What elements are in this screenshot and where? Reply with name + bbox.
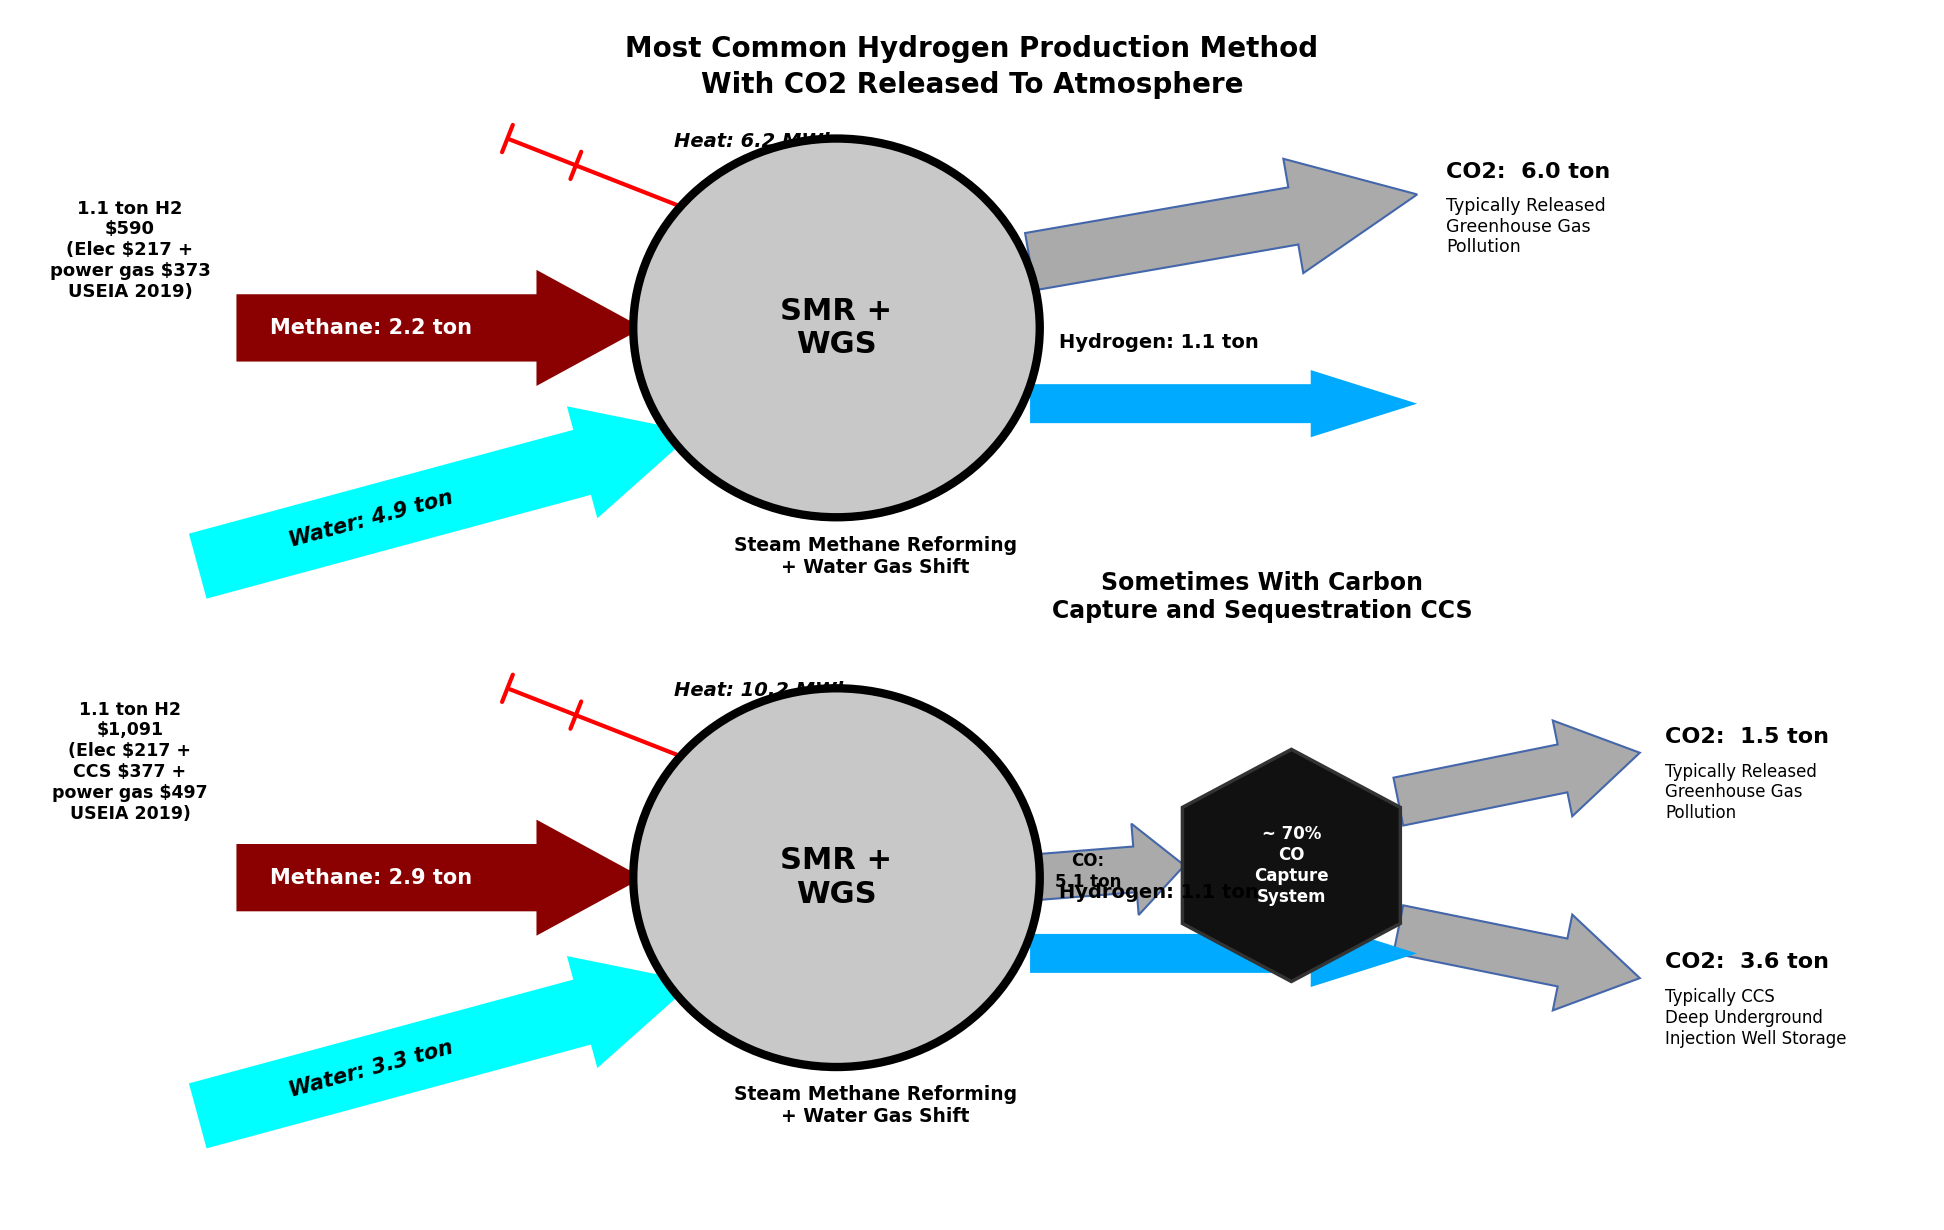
Text: CO2:  1.5 ton: CO2: 1.5 ton bbox=[1664, 727, 1829, 747]
Text: Most Common Hydrogen Production Method: Most Common Hydrogen Production Method bbox=[626, 34, 1318, 63]
Text: 1.1 ton H2
$1,091
(Elec $217 +
CCS $377 +
power gas $497
USEIA 2019): 1.1 ton H2 $1,091 (Elec $217 + CCS $377 … bbox=[52, 701, 208, 823]
Text: Methane: 2.2 ton: Methane: 2.2 ton bbox=[270, 317, 472, 338]
Text: Hydrogen: 1.1 ton: Hydrogen: 1.1 ton bbox=[1059, 883, 1260, 902]
Ellipse shape bbox=[634, 139, 1040, 518]
Polygon shape bbox=[237, 819, 643, 936]
Polygon shape bbox=[1394, 905, 1641, 1010]
Polygon shape bbox=[1394, 721, 1641, 825]
Polygon shape bbox=[1030, 370, 1417, 437]
Text: Typically CCS
Deep Underground
Injection Well Storage: Typically CCS Deep Underground Injection… bbox=[1664, 988, 1847, 1048]
Text: Hydrogen: 1.1 ton: Hydrogen: 1.1 ton bbox=[1059, 333, 1260, 352]
Text: Steam Methane Reforming
+ Water Gas Shift: Steam Methane Reforming + Water Gas Shif… bbox=[733, 1085, 1017, 1127]
Text: With CO2 Released To Atmosphere: With CO2 Released To Atmosphere bbox=[700, 71, 1244, 100]
Text: Typically Released
Greenhouse Gas
Pollution: Typically Released Greenhouse Gas Pollut… bbox=[1664, 763, 1818, 822]
Text: 1.1 ton H2
$590
(Elec $217 +
power gas $373
USEIA 2019): 1.1 ton H2 $590 (Elec $217 + power gas $… bbox=[51, 199, 210, 301]
Polygon shape bbox=[237, 269, 643, 386]
Polygon shape bbox=[1182, 749, 1400, 982]
Ellipse shape bbox=[634, 689, 1040, 1066]
Text: SMR +
WGS: SMR + WGS bbox=[780, 846, 892, 909]
Text: CO2:  3.6 ton: CO2: 3.6 ton bbox=[1664, 952, 1829, 972]
Text: Steam Methane Reforming
+ Water Gas Shift: Steam Methane Reforming + Water Gas Shif… bbox=[733, 535, 1017, 577]
Text: CO:
5.1 ton: CO: 5.1 ton bbox=[1056, 852, 1122, 891]
Text: Heat: 6.2 MWh: Heat: 6.2 MWh bbox=[675, 132, 838, 150]
Text: Typically Released
Greenhouse Gas
Pollution: Typically Released Greenhouse Gas Pollut… bbox=[1446, 197, 1606, 257]
Polygon shape bbox=[189, 406, 694, 599]
Text: CO2:  6.0 ton: CO2: 6.0 ton bbox=[1446, 162, 1610, 182]
Text: Heat: 10.2 MWh: Heat: 10.2 MWh bbox=[675, 681, 851, 700]
Polygon shape bbox=[1024, 159, 1417, 290]
Polygon shape bbox=[189, 956, 694, 1149]
Text: Water: 3.3 ton: Water: 3.3 ton bbox=[286, 1037, 455, 1101]
Polygon shape bbox=[1030, 920, 1417, 986]
Polygon shape bbox=[1028, 824, 1184, 915]
Text: Water: 4.9 ton: Water: 4.9 ton bbox=[286, 487, 455, 551]
Text: ~ 70%
CO
Capture
System: ~ 70% CO Capture System bbox=[1254, 825, 1328, 905]
Text: Methane: 2.9 ton: Methane: 2.9 ton bbox=[270, 867, 472, 888]
Text: Sometimes With Carbon
Capture and Sequestration CCS: Sometimes With Carbon Capture and Seques… bbox=[1052, 571, 1474, 622]
Text: SMR +
WGS: SMR + WGS bbox=[780, 296, 892, 359]
